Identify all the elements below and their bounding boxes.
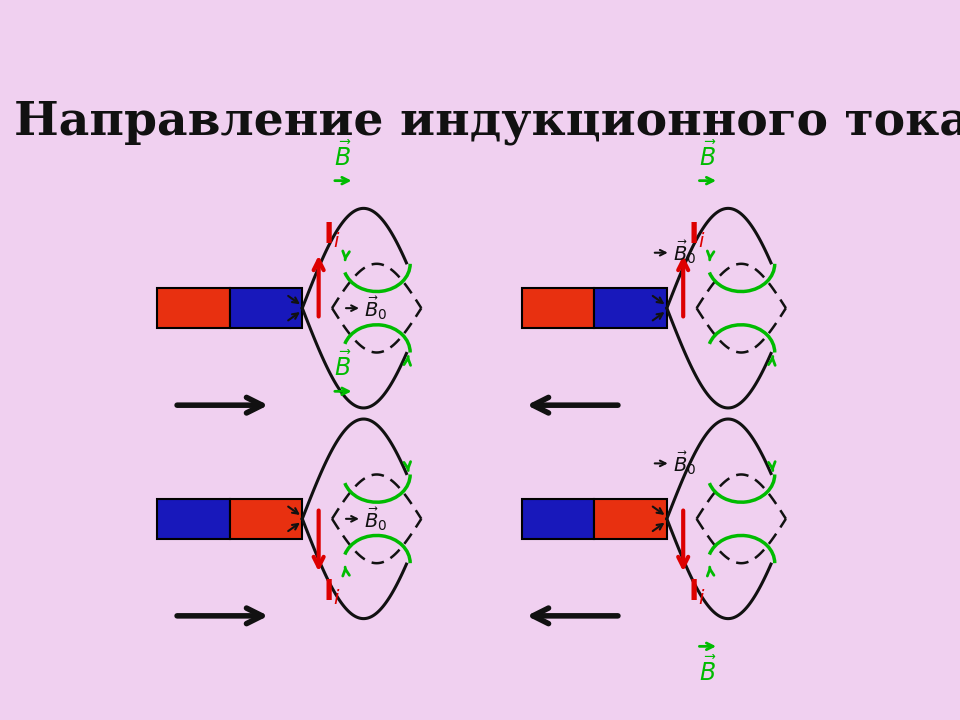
Text: $\mathbf{I}_i$: $\mathbf{I}_i$ xyxy=(324,577,341,607)
Text: $\vec{B}$: $\vec{B}$ xyxy=(699,657,716,686)
Bar xyxy=(594,499,667,539)
Text: $\mathbf{I}_i$: $\mathbf{I}_i$ xyxy=(324,220,341,250)
Bar xyxy=(157,288,229,328)
Text: $\vec{B}_0$: $\vec{B}_0$ xyxy=(364,294,387,322)
Text: $\vec{B}$: $\vec{B}$ xyxy=(334,351,352,382)
Bar xyxy=(522,499,594,539)
Bar xyxy=(594,288,667,328)
Bar xyxy=(229,499,302,539)
Bar xyxy=(229,288,302,328)
Bar xyxy=(157,499,229,539)
Text: $\vec{B}$: $\vec{B}$ xyxy=(699,141,716,171)
Text: Направление индукционного тока: Направление индукционного тока xyxy=(14,99,960,145)
Text: $\mathbf{I}_i$: $\mathbf{I}_i$ xyxy=(687,577,706,607)
Text: $\vec{B}_0$: $\vec{B}_0$ xyxy=(673,239,696,266)
Text: $\vec{B}_0$: $\vec{B}_0$ xyxy=(364,505,387,533)
Text: $\mathbf{I}_i$: $\mathbf{I}_i$ xyxy=(687,220,706,250)
Text: $\vec{B}_0$: $\vec{B}_0$ xyxy=(673,449,696,477)
Text: $\vec{B}$: $\vec{B}$ xyxy=(334,141,352,171)
Bar xyxy=(522,288,594,328)
